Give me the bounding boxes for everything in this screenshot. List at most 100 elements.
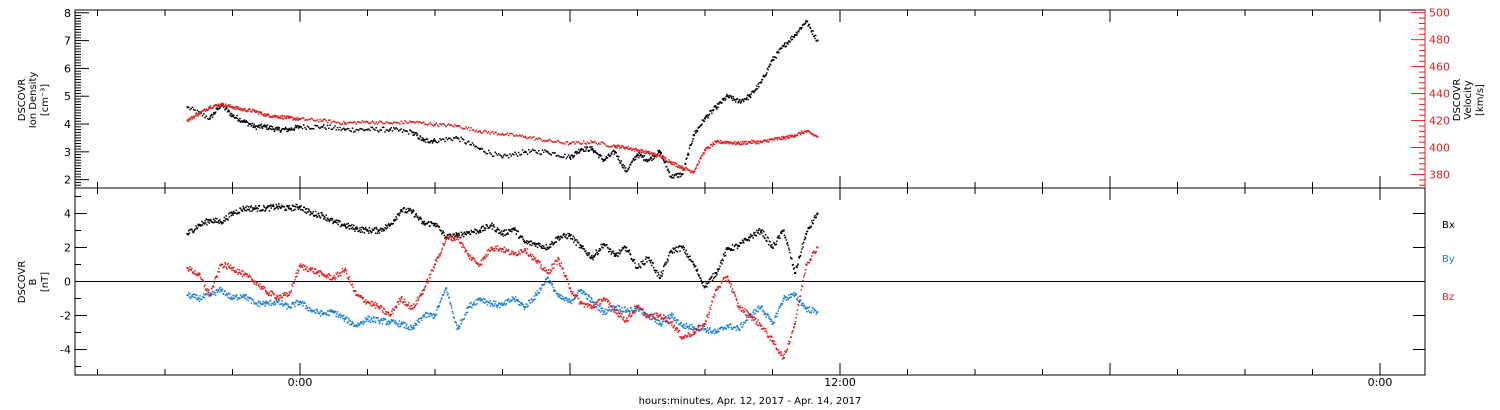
density-point [760,81,763,84]
bz-point [267,293,269,295]
by-point [709,327,711,329]
density-point [441,138,444,140]
bx-point [724,251,726,254]
velocity-point [375,121,377,123]
velocity-point [297,119,299,121]
bx-point [384,224,387,226]
velocity-point [663,156,666,158]
velocity-point [434,123,436,126]
bz-point [456,236,459,239]
density-point [706,114,709,116]
velocity-point [673,164,676,166]
velocity-point [570,142,572,144]
bx-point [458,234,461,236]
velocity-point [531,136,534,139]
density-point [626,170,629,172]
bx-point [599,248,602,251]
bx-point [195,225,197,227]
bz-point [455,238,457,241]
bz-point [391,310,393,312]
density-point [808,23,811,26]
bx-point [324,216,326,219]
bx-point [246,205,248,207]
bz-point [589,303,591,306]
bz-point [492,247,494,250]
bz-point [586,303,588,305]
bx-point [579,244,582,247]
density-point [594,150,596,152]
by-point [737,328,740,331]
density-point [791,35,793,38]
bx-point [769,244,772,247]
bz-point [664,316,667,318]
bz-point [788,342,791,345]
by-point [306,307,308,310]
bz-point [672,326,674,329]
by-point [645,315,647,317]
bx-point [762,235,764,237]
by-point [388,323,391,326]
by-point [694,328,696,331]
density-point [270,125,272,127]
bz-point [746,314,748,317]
by-point [549,279,551,282]
by-point [520,302,522,304]
bx-point [377,229,380,232]
by-point [428,315,431,317]
bx-point [653,266,655,269]
velocity-point [589,142,591,144]
velocity-point [725,140,727,143]
bz-point [444,240,447,242]
bz-point [291,283,293,286]
bx-point [323,218,325,220]
density-point [782,45,785,48]
bz-point [296,275,298,277]
density-point [716,108,718,110]
by-point [618,305,621,307]
bx-point [244,209,246,212]
by-point [229,298,232,300]
bz-point [374,307,377,310]
by-point [681,324,684,327]
by-point [293,301,295,304]
bx-point [811,220,813,222]
density-point [475,145,477,148]
bx-point [778,234,781,237]
density-point [228,110,231,113]
velocity-point [273,115,276,118]
velocity-point [647,150,649,153]
velocity-point [215,104,217,107]
by-point [434,314,436,317]
by-point [497,304,499,306]
by-point [391,320,394,322]
bz-point [705,320,707,322]
bx-point [359,227,361,229]
bz-point [353,290,356,293]
velocity-point [224,105,226,107]
bz-point [703,325,706,328]
by-point [284,301,287,304]
bz-point [271,291,274,293]
by-point [717,329,719,331]
density-point [812,30,814,32]
by-point [474,303,477,306]
bx-point [788,249,791,251]
density-point [708,113,711,115]
bz-point [503,246,506,248]
by-point [378,322,381,325]
bz-point [677,331,679,334]
by-point [483,297,485,300]
by-point [344,317,346,320]
density-point [637,154,639,156]
velocity-point [776,138,779,141]
bx-point [469,233,472,235]
density-point [468,140,470,143]
by-point [616,308,618,311]
bx-point [394,218,396,221]
bx-point [506,233,508,235]
by-point [496,306,499,308]
bz-point [612,308,614,311]
by-point [601,307,604,310]
by-point [682,326,684,329]
bz-point [609,302,611,304]
